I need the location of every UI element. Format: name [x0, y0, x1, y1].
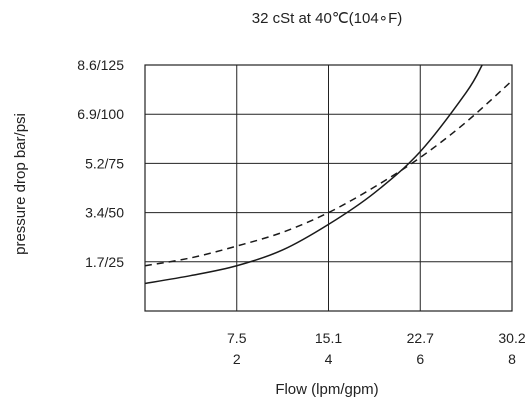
y-tick-label-1: 3.4/50 [85, 205, 124, 221]
solid-series-line [144, 64, 483, 285]
x-axis-ticks: 7.5 2 15.1 4 22.7 6 30.2 8 [227, 330, 525, 367]
y-tick-label-3: 6.9/100 [77, 106, 124, 122]
x-tick-label-top-1: 15.1 [315, 330, 342, 346]
chart-title: 32 cSt at 40℃(104∘F) [252, 10, 402, 27]
y-tick-label-2: 5.2/75 [85, 155, 124, 171]
chart-series-layer [144, 64, 513, 285]
y-tick-label-0: 1.7/25 [85, 254, 124, 270]
y-axis-ticks: 1.7/25 3.4/50 5.2/75 6.9/100 8.6/125 [77, 57, 124, 270]
plot-area-frame [144, 64, 513, 312]
x-tick-label-top-2: 22.7 [407, 330, 434, 346]
y-tick-label-4: 8.6/125 [77, 57, 124, 73]
x-tick-label-bottom-1: 4 [325, 351, 333, 367]
x-tick-label-top-0: 7.5 [227, 330, 247, 346]
y-axis-label: pressure drop bar/psi [12, 113, 29, 255]
x-tick-label-top-3: 30.2 [498, 330, 525, 346]
x-axis-label: Flow (lpm/gpm) [275, 381, 378, 398]
x-tick-label-bottom-2: 6 [416, 351, 424, 367]
dashed-series-line [144, 80, 513, 267]
x-tick-label-bottom-0: 2 [233, 351, 241, 367]
x-tick-label-bottom-3: 8 [508, 351, 516, 367]
